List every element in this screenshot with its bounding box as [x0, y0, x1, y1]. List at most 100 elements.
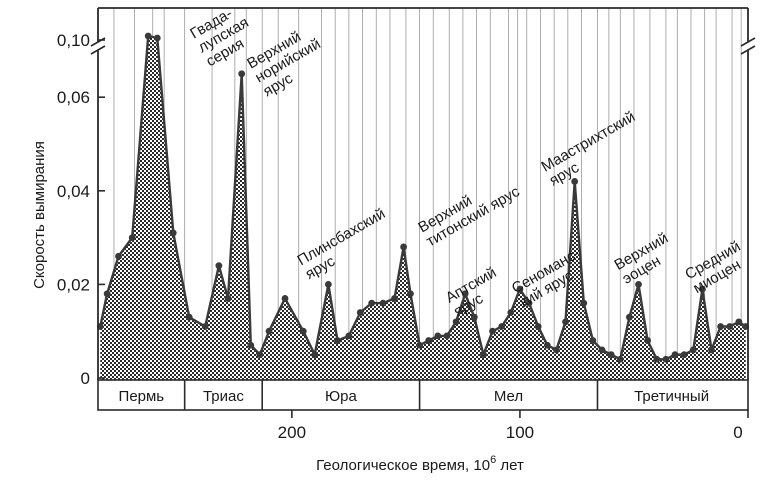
data-point [153, 34, 161, 42]
plot-frame [90, 7, 756, 380]
data-point [480, 351, 487, 358]
data-point [201, 323, 209, 330]
data-point [115, 252, 122, 260]
data-point [735, 318, 743, 326]
data-point [224, 295, 232, 302]
data-point [425, 337, 433, 344]
y-tick-label: 0,02 [57, 275, 90, 294]
data-point [128, 234, 136, 242]
data-point [698, 285, 706, 293]
data-point [238, 70, 246, 78]
data-point [598, 346, 606, 354]
data-point [416, 341, 423, 349]
extinction-line [99, 34, 747, 361]
data-point [311, 351, 319, 358]
data-point [345, 332, 353, 340]
data-point [256, 351, 264, 358]
data-point [356, 309, 364, 316]
data-point [103, 290, 111, 298]
period-band: Пермь Триас Юра Мел Третичный [97, 379, 749, 411]
y-tick-label: 0,04 [57, 182, 90, 201]
data-point [589, 337, 597, 344]
data-point [498, 323, 506, 330]
data-point [580, 299, 588, 307]
x-tick-label: 0 [733, 423, 742, 442]
data-point [571, 178, 579, 185]
annotation-line: Маастрихтский [539, 108, 639, 175]
data-point [144, 32, 152, 40]
data-point [368, 299, 376, 307]
data-point [470, 313, 478, 321]
period-label: Триас [203, 388, 244, 405]
data-point [525, 299, 533, 307]
data-point [461, 290, 469, 298]
period-band-frame [97, 379, 749, 411]
data-point [616, 355, 624, 363]
x-axis-label-unit: лет [496, 457, 524, 474]
data-point [507, 309, 515, 316]
data-point [434, 332, 442, 340]
x-tick-label: 100 [506, 423, 534, 442]
data-point [553, 346, 560, 354]
x-axis-label: Геологическое время, 106 лет [316, 454, 524, 474]
data-point [400, 243, 408, 251]
data-point [391, 295, 398, 302]
data-point [562, 318, 569, 326]
annotation-line: Плинсбахский [295, 205, 389, 269]
data-point [299, 327, 307, 335]
x-axis-label-text: Геологическое время, 10 [316, 457, 490, 474]
axis-ticks: 0 0,02 0,04 0,06 0,10 200 100 0 [57, 31, 749, 442]
data-point [671, 351, 679, 358]
data-point [543, 341, 551, 349]
data-point [680, 351, 688, 358]
data-point [215, 262, 223, 270]
data-point [644, 337, 652, 344]
data-point [635, 281, 642, 288]
data-point [443, 332, 451, 340]
data-point [281, 295, 289, 302]
data-point [708, 346, 715, 354]
axis-break-mark [740, 37, 756, 47]
extinction-area [100, 36, 746, 380]
period-label: Пермь [119, 388, 165, 405]
data-point [185, 313, 193, 321]
x-axis-label-exponent: 6 [490, 454, 496, 466]
period-label: Мел [494, 388, 523, 405]
data-point [689, 346, 697, 354]
data-point [169, 229, 177, 237]
axis-break-mark [90, 45, 106, 55]
data-point [726, 323, 734, 330]
period-label: Юра [325, 388, 357, 405]
data-point [489, 327, 496, 335]
data-point [334, 337, 341, 344]
y-axis-label: Скорость вымирания [31, 141, 48, 289]
axis-break-mark [740, 45, 756, 55]
data-point [247, 341, 255, 349]
y-tick-label: 0,10 [57, 31, 90, 50]
data-point [717, 323, 725, 330]
y-tick-label: 0,06 [57, 88, 90, 107]
data-point [265, 327, 273, 335]
data-point [452, 318, 460, 326]
data-point [626, 313, 633, 321]
data-point [516, 285, 524, 293]
data-point [324, 281, 332, 288]
period-label: Третичный [634, 388, 709, 405]
data-point [607, 351, 615, 358]
data-point [662, 355, 670, 363]
area-layer [96, 32, 750, 380]
data-point [407, 290, 414, 298]
stage-annotations: Гвада-лупскаясерияВерхнийнорийскийярусПл… [187, 5, 744, 320]
y-tick-label: 0 [81, 369, 90, 388]
data-point [534, 323, 542, 330]
x-tick-label: 200 [278, 423, 306, 442]
data-point [379, 299, 387, 307]
data-point [653, 355, 661, 363]
